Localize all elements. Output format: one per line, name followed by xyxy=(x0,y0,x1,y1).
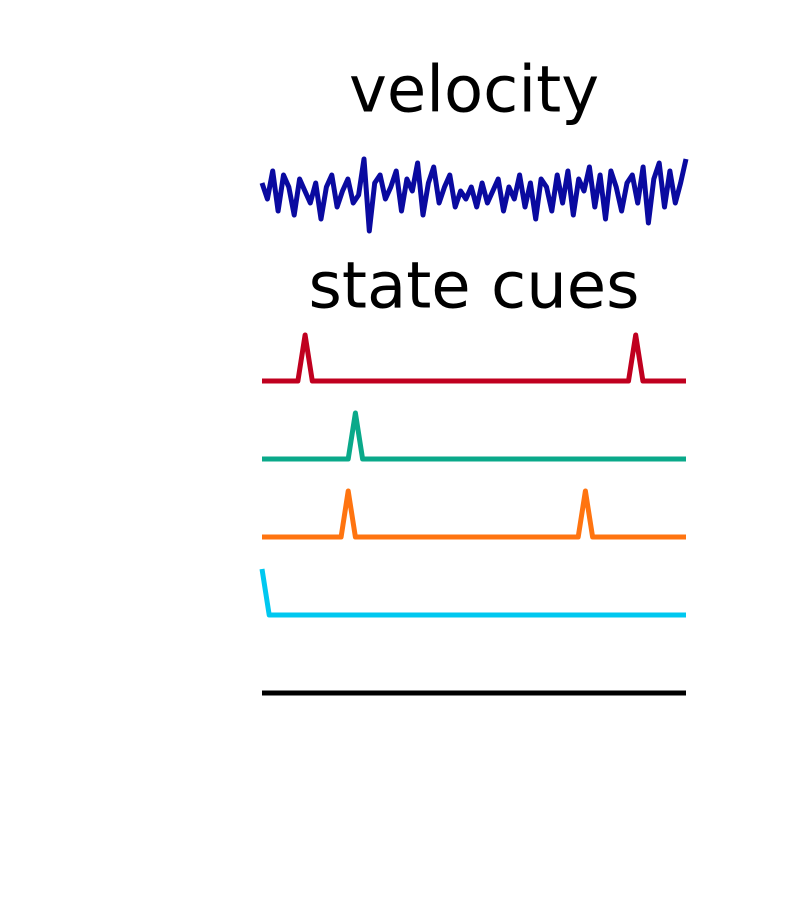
chart-title: velocity xyxy=(349,54,599,128)
cue-line xyxy=(259,568,686,618)
cue-line xyxy=(262,488,686,540)
chart-title: state cues xyxy=(309,250,640,324)
cue-line xyxy=(262,410,686,462)
cue-line xyxy=(262,332,686,384)
velocity-line xyxy=(259,156,689,234)
